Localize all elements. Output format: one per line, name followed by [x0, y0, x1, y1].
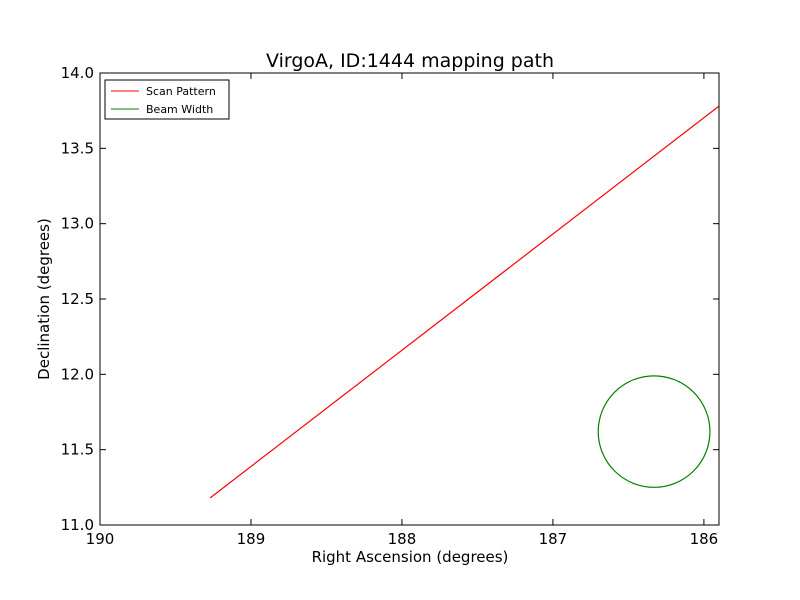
legend-label-beam-width: Beam Width — [146, 103, 213, 116]
series-beam-width-circle — [597, 375, 711, 488]
legend-box — [104, 79, 230, 120]
plot-area: 190 189 188 187 186 11.0 11.5 12.0 12.5 13.0 13.5… — [61, 64, 720, 548]
y-axis-label: Declination (degrees) — [35, 218, 53, 380]
legend: Scan Pattern Beam Width — [104, 79, 230, 120]
x-axis-ticks: 190 189 188 187 186 — [86, 73, 719, 548]
y-tick-label: 14.0 — [61, 64, 94, 82]
y-axis-ticks: 11.0 11.5 12.0 12.5 13.0 13.5 14.0 — [61, 64, 719, 534]
y-tick-label: 12.5 — [61, 290, 94, 308]
x-tick-label: 190 — [86, 530, 115, 548]
plot-background — [100, 73, 719, 525]
series-layer — [209, 105, 720, 499]
series-scan-pattern — [209, 105, 720, 499]
x-tick-label: 186 — [690, 530, 719, 548]
y-tick-label: 11.0 — [61, 516, 94, 534]
legend-label-scan-pattern: Scan Pattern — [146, 85, 216, 98]
y-tick-label: 11.5 — [61, 441, 94, 459]
y-tick-label: 13.5 — [61, 139, 94, 157]
x-tick-label: 189 — [237, 530, 266, 548]
y-tick-label: 13.0 — [61, 215, 94, 233]
y-tick-label: 12.0 — [61, 365, 94, 383]
chart-title: VirgoA, ID:1444 mapping path — [266, 50, 554, 72]
x-tick-label: 187 — [539, 530, 568, 548]
x-axis-label: Right Ascension (degrees) — [312, 548, 509, 566]
x-tick-label: 188 — [388, 530, 417, 548]
